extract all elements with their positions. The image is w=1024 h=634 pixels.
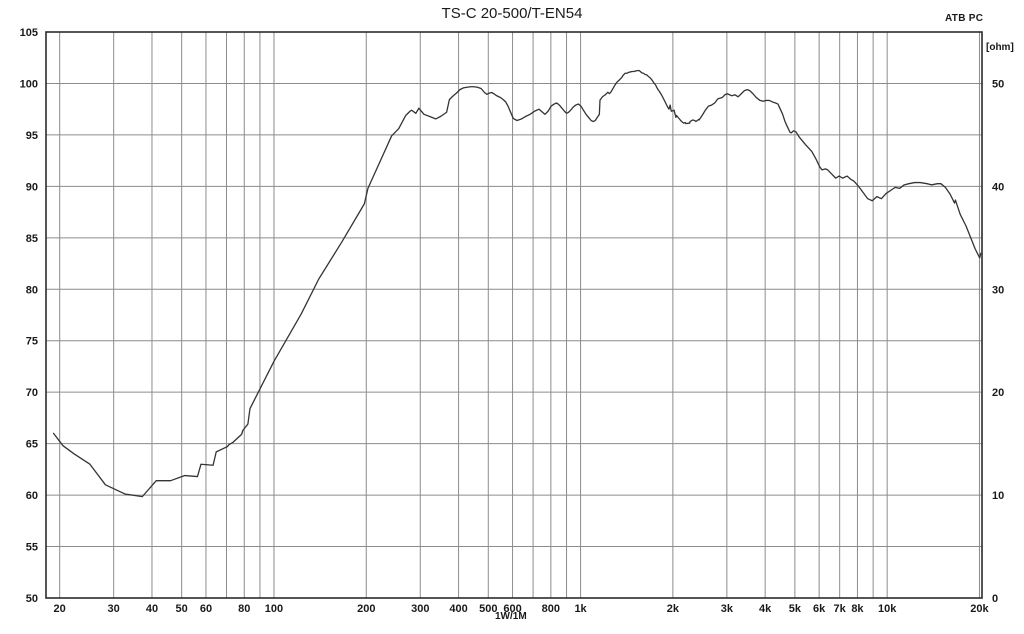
svg-text:65: 65 — [26, 439, 38, 451]
svg-text:50: 50 — [992, 79, 1004, 91]
svg-text:85: 85 — [26, 233, 38, 245]
svg-text:100: 100 — [265, 603, 283, 615]
svg-text:70: 70 — [26, 387, 38, 399]
svg-text:0: 0 — [992, 593, 998, 605]
svg-text:50: 50 — [26, 593, 38, 605]
svg-text:5k: 5k — [789, 603, 802, 615]
svg-text:60: 60 — [200, 603, 212, 615]
svg-text:30: 30 — [108, 603, 120, 615]
svg-text:105: 105 — [20, 27, 38, 39]
svg-text:30: 30 — [992, 284, 1004, 296]
svg-text:1k: 1k — [574, 603, 587, 615]
svg-text:2k: 2k — [667, 603, 680, 615]
svg-text:75: 75 — [26, 336, 38, 348]
svg-text:40: 40 — [146, 603, 158, 615]
svg-text:200: 200 — [357, 603, 375, 615]
svg-text:80: 80 — [238, 603, 250, 615]
svg-text:40: 40 — [992, 181, 1004, 193]
svg-text:95: 95 — [26, 130, 38, 142]
svg-text:300: 300 — [411, 603, 429, 615]
svg-text:20: 20 — [992, 387, 1004, 399]
svg-text:4k: 4k — [759, 603, 772, 615]
svg-text:100: 100 — [20, 79, 38, 91]
svg-text:400: 400 — [449, 603, 467, 615]
svg-text:800: 800 — [542, 603, 560, 615]
svg-text:10k: 10k — [878, 603, 897, 615]
svg-text:80: 80 — [26, 284, 38, 296]
svg-text:60: 60 — [26, 490, 38, 502]
svg-text:3k: 3k — [721, 603, 734, 615]
svg-text:50: 50 — [176, 603, 188, 615]
svg-text:55: 55 — [26, 542, 38, 554]
svg-text:10: 10 — [992, 490, 1004, 502]
svg-text:6k: 6k — [813, 603, 826, 615]
svg-text:7k: 7k — [834, 603, 847, 615]
svg-text:20: 20 — [54, 603, 66, 615]
svg-text:90: 90 — [26, 181, 38, 193]
svg-text:8k: 8k — [851, 603, 864, 615]
svg-text:20k: 20k — [970, 603, 989, 615]
